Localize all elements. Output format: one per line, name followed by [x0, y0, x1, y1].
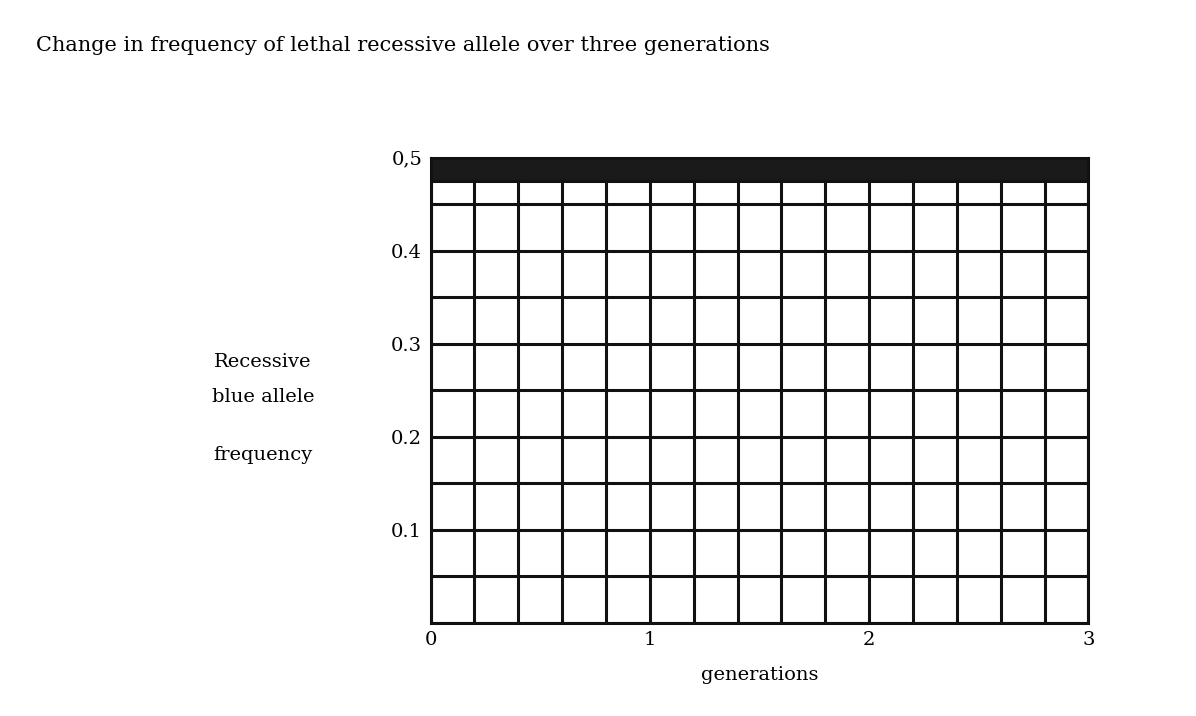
X-axis label: generations: generations — [701, 666, 818, 684]
Text: Change in frequency of lethal recessive allele over three generations: Change in frequency of lethal recessive … — [36, 36, 770, 55]
Text: blue allele: blue allele — [212, 388, 315, 407]
Bar — [431, 158, 1088, 180]
Text: frequency: frequency — [214, 445, 312, 464]
Text: Recessive: Recessive — [214, 352, 312, 371]
